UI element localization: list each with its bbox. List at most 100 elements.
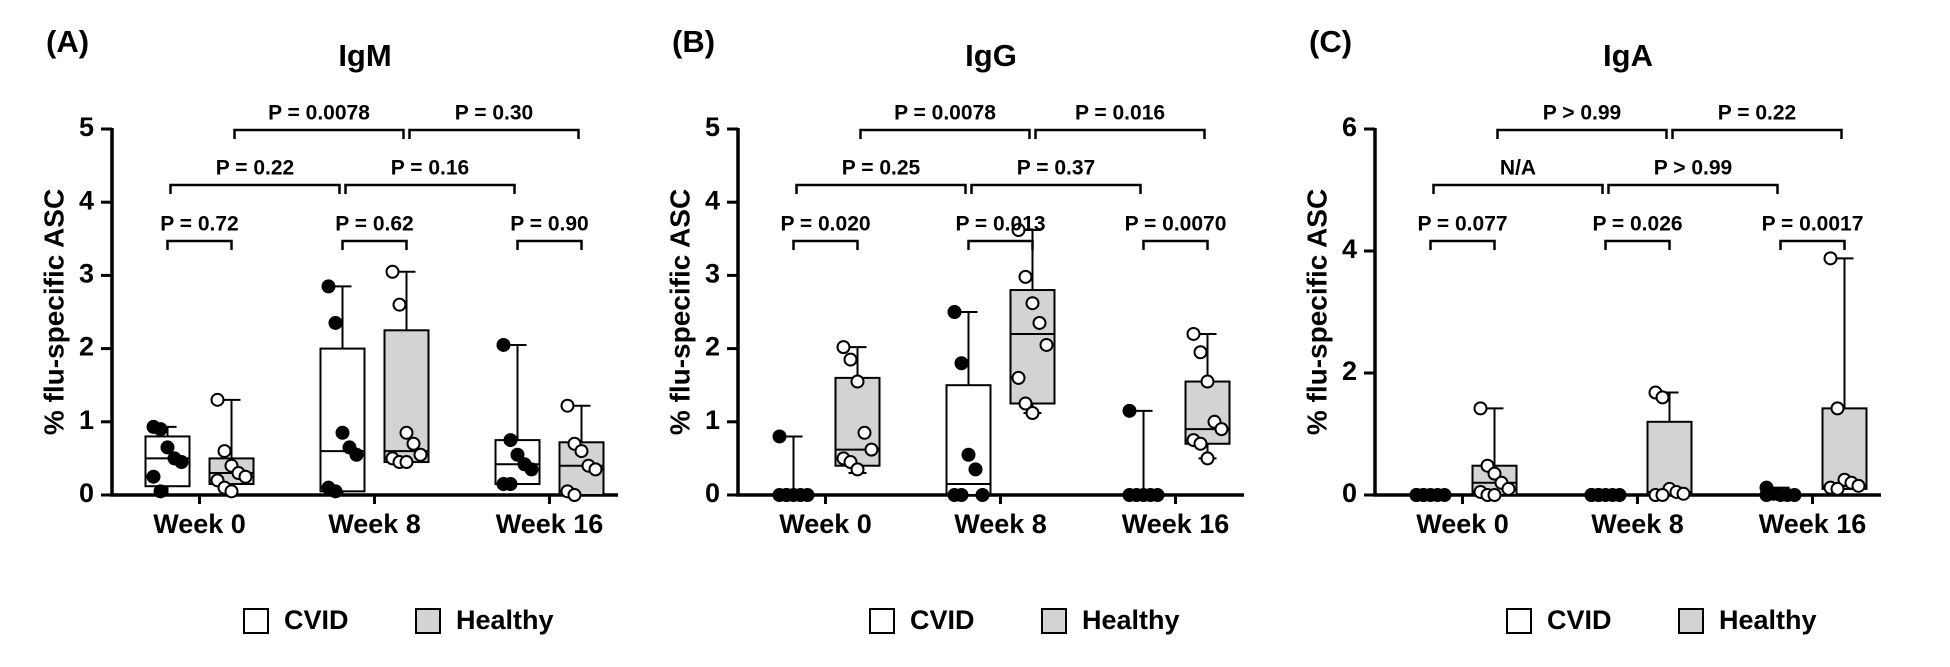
p-value: P = 0.37 (1017, 157, 1095, 180)
bracket (1604, 239, 1671, 250)
data-point (1150, 488, 1165, 502)
legend-label: Healthy (1082, 605, 1180, 635)
data-point (321, 279, 336, 294)
legend-label: Healthy (456, 605, 554, 635)
panel-label: (C) (1309, 24, 1352, 59)
y-tick-label: 4 (1342, 234, 1357, 264)
y-tick-label: 5 (79, 112, 94, 142)
data-point (567, 488, 582, 502)
bracket (970, 183, 1142, 194)
p-value: P = 0.077 (1417, 213, 1507, 236)
data-point (1018, 396, 1033, 411)
data-point (1591, 488, 1606, 502)
data-point (238, 469, 253, 484)
data-point (1787, 488, 1802, 502)
data-point (146, 469, 161, 484)
x-tick-label: Week 0 (153, 509, 246, 539)
data-point (1437, 488, 1452, 502)
data-point (160, 440, 175, 455)
legend-label: CVID (1547, 605, 1612, 635)
bracket (792, 239, 859, 250)
data-point (328, 484, 343, 499)
box (834, 376, 881, 467)
data-point (836, 340, 851, 355)
data-point (1011, 370, 1026, 385)
legend-label: Healthy (1719, 605, 1817, 635)
data-point (399, 455, 414, 470)
data-point (1655, 390, 1670, 405)
bracket (516, 239, 583, 250)
p-value: P = 0.020 (780, 213, 870, 236)
bracket (1034, 128, 1206, 139)
data-point (224, 484, 239, 499)
x-tick-label: Week 8 (328, 509, 421, 539)
x-tick-label: Week 8 (954, 509, 1047, 539)
x-tick-label: Week 8 (1591, 509, 1684, 539)
data-point (153, 484, 168, 499)
data-point (1676, 486, 1691, 501)
legend-swatch (1678, 608, 1704, 634)
box (319, 347, 366, 493)
data-point (210, 392, 225, 407)
data-point (406, 436, 421, 451)
data-point (503, 433, 518, 448)
chart-title: IgG (965, 38, 1017, 73)
data-point (1830, 401, 1845, 416)
legend-swatch (869, 608, 895, 634)
data-point (524, 462, 539, 477)
bracket (1671, 128, 1843, 139)
data-point (1193, 436, 1208, 451)
x-tick-label: Week 16 (1122, 509, 1230, 539)
data-point (779, 488, 794, 502)
p-value: P = 0.22 (216, 157, 294, 180)
data-point (328, 315, 343, 330)
p-value: P = 0.013 (955, 213, 1045, 236)
p-value: P > 0.99 (1543, 102, 1621, 125)
y-tick-label: 0 (79, 478, 94, 508)
data-point (392, 297, 407, 312)
legend-swatch (1041, 608, 1067, 634)
p-value: P > 0.99 (1654, 157, 1732, 180)
data-point (1039, 337, 1054, 352)
data-point (857, 425, 872, 440)
p-value: P = 0.026 (1592, 213, 1682, 236)
data-point (503, 477, 518, 492)
data-point (510, 447, 525, 462)
data-point (1830, 481, 1845, 496)
p-value: P = 0.0078 (268, 102, 370, 125)
data-point (1214, 422, 1229, 437)
data-point (1200, 374, 1215, 389)
p-value: N/A (1500, 157, 1536, 180)
data-point (850, 374, 865, 389)
data-point (1011, 223, 1026, 238)
data-point (850, 462, 865, 477)
p-value: P = 0.25 (842, 157, 921, 180)
data-point (1655, 488, 1670, 502)
data-point (1122, 403, 1137, 418)
data-point (772, 429, 787, 444)
data-point (1025, 406, 1040, 421)
data-point (496, 337, 511, 352)
y-tick-label: 2 (1342, 356, 1357, 386)
p-value: P = 0.30 (455, 102, 533, 125)
bracket (169, 183, 341, 194)
bracket (1142, 239, 1209, 250)
y-tick-label: 3 (79, 259, 94, 289)
data-point (399, 425, 414, 440)
data-point (413, 447, 428, 462)
data-point (843, 352, 858, 367)
bracket (1607, 183, 1779, 194)
y-tick-label: 1 (705, 405, 720, 435)
bracket (344, 183, 516, 194)
data-point (1122, 488, 1137, 502)
bracket (233, 128, 405, 139)
chart-title: IgA (1603, 38, 1653, 73)
p-value: P = 0.72 (160, 213, 238, 236)
data-point (954, 488, 969, 502)
panel-label: (B) (672, 24, 715, 59)
y-tick-label: 6 (1342, 112, 1357, 142)
data-point (560, 398, 575, 413)
y-tick-label: 1 (79, 405, 94, 435)
data-point (1416, 488, 1431, 502)
x-tick-label: Week 16 (1759, 509, 1867, 539)
